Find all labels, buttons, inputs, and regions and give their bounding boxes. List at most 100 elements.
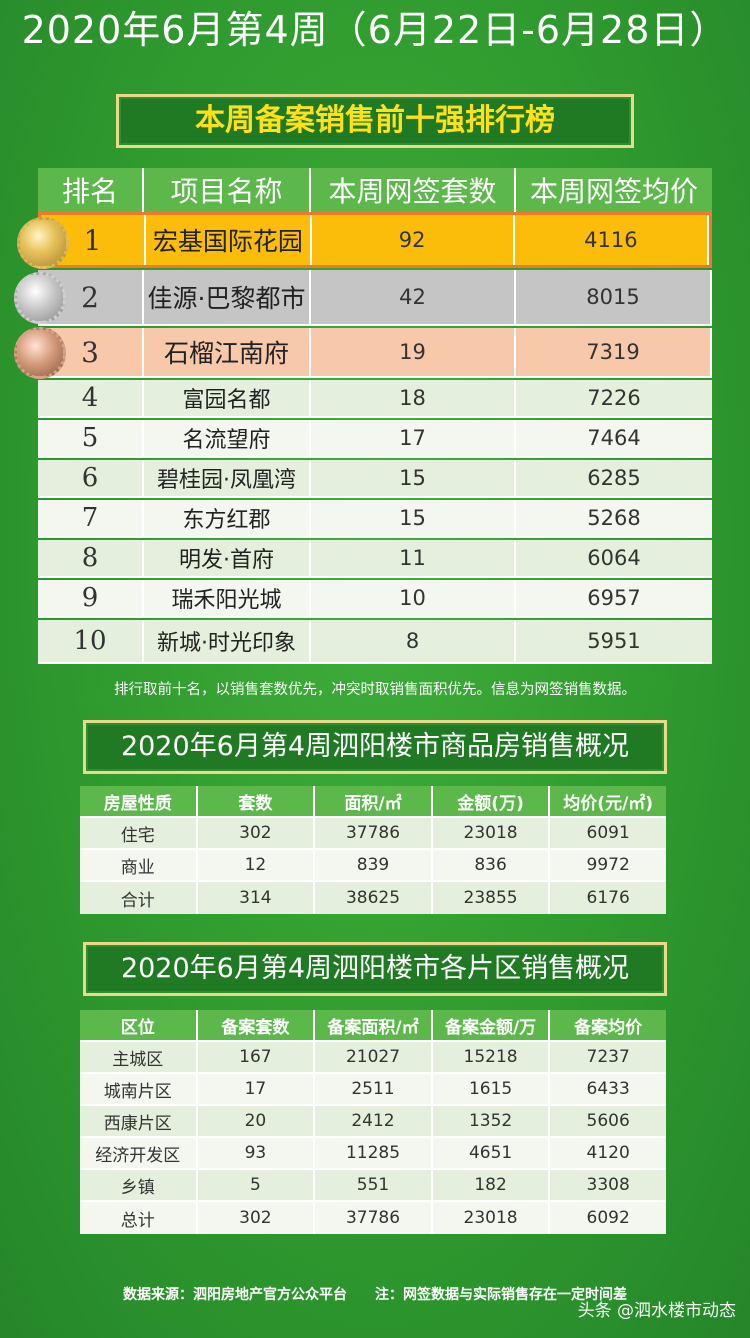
rank-number: 10 — [38, 620, 144, 662]
watermark: 头条 @泗水楼市动态 — [577, 1301, 736, 1321]
avg-price-value: 6064 — [587, 546, 641, 570]
table-cell: 6433 — [586, 1079, 630, 1099]
table-cell: 839 — [315, 850, 433, 880]
ranking-header-row: 排名 项目名称 本周网签套数 本周网签均价 — [38, 168, 712, 212]
table-cell: 总计 — [80, 1202, 198, 1234]
table-cell: 37786 — [315, 818, 433, 848]
table-header-cell: 面积/㎡ — [315, 786, 433, 816]
table-row: 商业 12 839 836 9972 — [80, 850, 666, 882]
table-cell: 2412 — [315, 1106, 433, 1136]
rank-number: 3 — [38, 328, 144, 376]
header-units: 本周网签套数 — [311, 168, 516, 212]
table-cell: 6091 — [586, 823, 630, 843]
table-row: 总计 302 37786 23018 6092 — [80, 1202, 666, 1234]
project-name: 佳源·巴黎都市 — [144, 270, 311, 324]
table-cell: 3308 — [586, 1175, 630, 1195]
units-value: 18 — [311, 380, 516, 416]
table-cell: 5 — [198, 1170, 316, 1200]
project-name: 名流望府 — [144, 420, 311, 456]
table-cell: 551 — [315, 1170, 433, 1200]
header-avg-price: 本周网签均价 — [529, 175, 698, 208]
ranking-row: 9 瑞禾阳光城 10 6957 — [38, 580, 712, 618]
units-value: 10 — [311, 580, 516, 616]
table-cell: 主城区 — [80, 1042, 198, 1072]
district-banner: 2020年6月第4周泗阳楼市各片区销售概况 — [83, 942, 667, 996]
table-cell: 1352 — [433, 1106, 551, 1136]
project-name: 石榴江南府 — [144, 328, 311, 376]
page-title: 2020年6月第4周（6月22日-6月28日） — [21, 8, 729, 52]
table-cell: 23018 — [433, 1202, 551, 1234]
table-cell: 合计 — [80, 882, 198, 914]
gold-medal-icon — [17, 217, 69, 269]
table-cell: 302 — [198, 818, 316, 848]
ranking-row: 7 东方红郡 15 5268 — [38, 500, 712, 538]
table-header-cell: 备案面积/㎡ — [315, 1010, 433, 1040]
table-cell: 38625 — [315, 882, 433, 914]
table-header-cell: 备案金额/万 — [433, 1010, 551, 1040]
ranking-banner: 本周备案销售前十强排行榜 — [116, 94, 634, 148]
ranking-row: 4 富园名都 18 7226 — [38, 380, 712, 418]
footer-source-note: 数据来源：泗阳房地产官方公众平台 注：网签数据与实际销售存在一定时间差 — [123, 1287, 627, 1303]
avg-price-value: 5951 — [587, 629, 641, 653]
table-cell: 23018 — [433, 818, 551, 848]
table-cell: 7237 — [586, 1047, 630, 1067]
table-cell: 1615 — [433, 1074, 551, 1104]
avg-price-value: 7464 — [587, 426, 641, 450]
table-cell: 住宅 — [80, 818, 198, 848]
units-value: 19 — [311, 328, 516, 376]
avg-price-value: 7319 — [516, 328, 712, 376]
table-row: 西康片区 20 2412 1352 5606 — [80, 1106, 666, 1138]
table-cell: 6092 — [586, 1208, 630, 1228]
rank-number: 1 — [41, 215, 147, 265]
table-header-row: 区位 备案套数 备案面积/㎡ 备案金额/万 备案均价 — [80, 1010, 666, 1042]
sales-table: 房屋性质 套数 面积/㎡ 金额(万) 均价(元/㎡) 住宅 302 37786 23018 609… — [80, 786, 666, 914]
bronze-medal-icon — [14, 327, 66, 379]
avg-price-value: 8015 — [516, 270, 712, 324]
table-cell: 4120 — [586, 1143, 630, 1163]
table-row: 乡镇 5 551 182 3308 — [80, 1170, 666, 1202]
project-name: 宏基国际花园 — [146, 215, 312, 265]
project-name: 东方红郡 — [144, 500, 311, 536]
table-header-cell: 房屋性质 — [80, 786, 198, 816]
table-cell: 城南片区 — [80, 1074, 198, 1104]
table-row: 住宅 302 37786 23018 6091 — [80, 818, 666, 850]
ranking-row: 2 佳源·巴黎都市 42 8015 — [14, 270, 712, 326]
avg-price-value: 6285 — [587, 466, 641, 490]
table-row: 城南片区 17 2511 1615 6433 — [80, 1074, 666, 1106]
ranking-note: 排行取前十名，以销售套数优先，冲突时取销售面积优先。信息为网签销售数据。 — [114, 682, 636, 698]
rank-number: 7 — [38, 500, 144, 536]
header-project-name: 项目名称 — [144, 168, 311, 212]
rank-number: 5 — [38, 420, 144, 456]
ranking-row: 3 石榴江南府 19 7319 — [14, 327, 712, 379]
project-name: 富园名都 — [144, 380, 311, 416]
table-cell: 6176 — [586, 888, 630, 908]
rank-number: 9 — [38, 580, 144, 616]
table-header-row: 房屋性质 套数 面积/㎡ 金额(万) 均价(元/㎡) — [80, 786, 666, 818]
project-name: 碧桂园·凤凰湾 — [144, 460, 311, 496]
ranking-row: 10 新城·时光印象 8 5951 — [38, 620, 712, 664]
table-header-cell: 均价(元/㎡) — [563, 793, 654, 814]
table-cell: 23855 — [433, 882, 551, 914]
table-row: 合计 314 38625 23855 6176 — [80, 882, 666, 914]
avg-price-value: 7226 — [587, 386, 641, 410]
ranking-row: 6 碧桂园·凤凰湾 15 6285 — [38, 460, 712, 498]
table-cell: 11285 — [315, 1138, 433, 1168]
table-header-cell: 备案均价 — [574, 1017, 643, 1038]
sales-banner: 2020年6月第4周泗阳楼市商品房销售概况 — [83, 720, 667, 774]
table-cell: 4651 — [433, 1138, 551, 1168]
table-cell: 302 — [198, 1202, 316, 1234]
rank-number: 8 — [38, 540, 144, 576]
table-cell: 93 — [198, 1138, 316, 1168]
units-value: 42 — [311, 270, 516, 324]
rank-number: 6 — [38, 460, 144, 496]
table-cell: 商业 — [80, 850, 198, 880]
project-name: 明发·首府 — [144, 540, 311, 576]
units-value: 92 — [312, 215, 515, 265]
table-cell: 12 — [198, 850, 316, 880]
units-value: 8 — [311, 620, 516, 662]
table-cell: 20 — [198, 1106, 316, 1136]
ranking-row: 1 宏基国际花园 92 4116 — [17, 212, 712, 269]
table-cell: 5606 — [586, 1111, 630, 1131]
table-header-cell: 金额(万) — [433, 786, 551, 816]
header-rank: 排名 — [38, 168, 144, 212]
